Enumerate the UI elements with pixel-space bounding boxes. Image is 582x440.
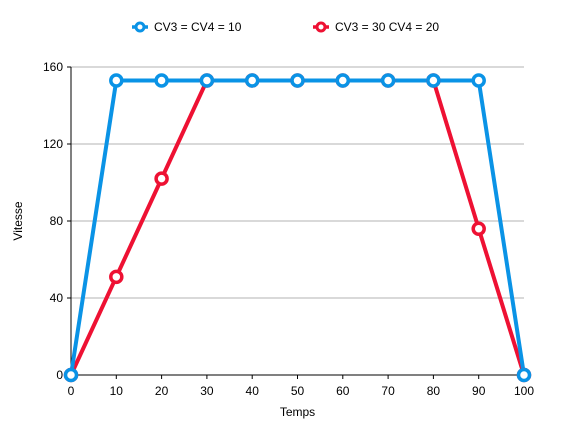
- data-point: [244, 73, 260, 88]
- series: [63, 73, 532, 383]
- x-tick-label: 80: [427, 384, 441, 398]
- x-tick-label: 10: [110, 384, 124, 398]
- x-tick-label: 100: [514, 384, 534, 398]
- data-point: [516, 367, 532, 383]
- series-line: [69, 78, 526, 377]
- y-tick-label: 120: [43, 137, 63, 151]
- x-tick-label: 60: [336, 384, 350, 398]
- y-tick-label: 160: [43, 60, 63, 74]
- data-point: [154, 73, 169, 88]
- legend-swatch-marker: [134, 21, 146, 33]
- data-point: [380, 73, 396, 88]
- data-point: [335, 73, 351, 88]
- data-point: [109, 269, 124, 285]
- data-point: [154, 171, 169, 186]
- x-tick-label: 0: [68, 384, 75, 398]
- legend: CV3 = CV4 = 10 CV3 = 30 CV4 = 20: [132, 20, 439, 34]
- legend-label: CV3 = CV4 = 10: [154, 20, 242, 34]
- data-point: [471, 221, 486, 236]
- grid: [71, 66, 524, 299]
- data-point: [471, 73, 486, 88]
- y-axis-title: Vitesse: [11, 201, 25, 240]
- data-point: [199, 73, 215, 88]
- x-tick-label: 50: [291, 384, 305, 398]
- legend-swatch-marker: [315, 21, 327, 33]
- x-tick-label: 40: [246, 384, 260, 398]
- tick-labels: 0 40 80 120 160 0 10 20 30 40 50 60 70 80 90 100: [43, 60, 534, 398]
- x-tick-label: 20: [155, 384, 169, 398]
- legend-label: CV3 = 30 CV4 = 20: [335, 20, 439, 34]
- x-tick-label: 30: [200, 384, 214, 398]
- data-point: [290, 73, 305, 88]
- y-tick-label: 0: [56, 368, 63, 382]
- y-tick-label: 40: [50, 291, 64, 305]
- x-tick-label: 70: [381, 384, 395, 398]
- x-tick-label: 90: [472, 384, 486, 398]
- y-tick-label: 80: [50, 214, 64, 228]
- x-axis-title: Temps: [280, 405, 315, 419]
- data-point: [426, 73, 441, 88]
- data-point: [109, 73, 124, 88]
- data-point: [63, 367, 79, 383]
